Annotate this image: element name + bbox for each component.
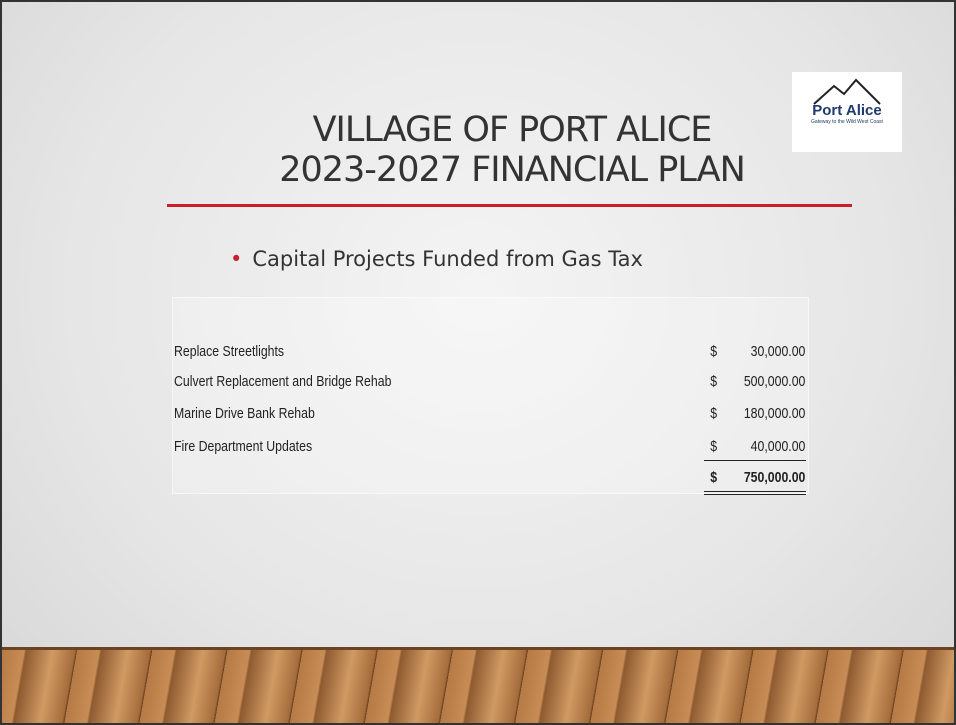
amount: 30,000.00 — [699, 343, 806, 360]
logo: Port Alice Gateway to the Wild West Coas… — [792, 72, 902, 152]
amount: 180,000.00 — [699, 405, 806, 422]
title-line: VILLAGE OF PORT ALICE — [202, 110, 822, 150]
logo-name: Port Alice — [792, 102, 902, 119]
table-row: Replace Streetlights$30,000.00 — [174, 339, 691, 365]
floor — [2, 647, 954, 725]
row-label: Culvert Replacement and Bridge Rehab — [174, 373, 391, 390]
row-label: Fire Department Updates — [174, 438, 312, 455]
slide: VILLAGE OF PORT ALICE 2023-2027 FINANCIA… — [0, 0, 956, 725]
divider — [167, 204, 852, 207]
amount: 40,000.00 — [699, 438, 806, 455]
row-label: Marine Drive Bank Rehab — [174, 405, 315, 422]
page: VILLAGE OF PORT ALICE 2023-2027 FINANCIA… — [0, 0, 956, 725]
bullet-text: Capital Projects Funded from Gas Tax — [252, 247, 643, 271]
double-underline — [704, 494, 806, 495]
total-row: $750,000.00 — [174, 465, 691, 491]
table-row: Culvert Replacement and Bridge Rehab$500… — [174, 369, 691, 395]
table-row: Fire Department Updates$40,000.00 — [174, 434, 691, 460]
logo-tagline: Gateway to the Wild West Coast — [792, 119, 902, 125]
title-line: 2023-2027 FINANCIAL PLAN — [202, 150, 822, 190]
bullet: •Capital Projects Funded from Gas Tax — [230, 247, 643, 271]
amount: 500,000.00 — [699, 373, 806, 390]
double-underline — [704, 491, 806, 492]
total-amount: 750,000.00 — [699, 469, 806, 486]
row-label: Replace Streetlights — [174, 343, 284, 360]
table-row: Marine Drive Bank Rehab$180,000.00 — [174, 401, 691, 427]
underline — [704, 460, 806, 461]
